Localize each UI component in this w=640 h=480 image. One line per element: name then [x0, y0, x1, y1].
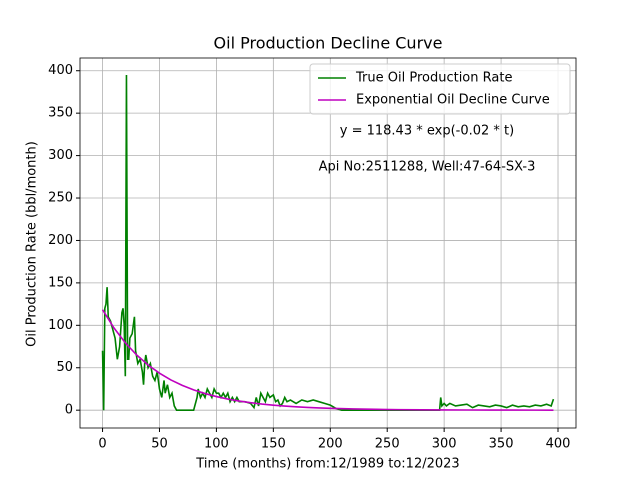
y-tick-label: 0: [65, 403, 73, 418]
y-axis-label: Oil Production Rate (bbl/month): [25, 141, 40, 347]
x-axis-label: Time (months) from:12/1989 to:12/2023: [195, 457, 459, 472]
x-tick-label: 50: [151, 437, 168, 452]
y-tick-label: 250: [48, 191, 73, 206]
y-tick-label: 400: [48, 63, 73, 78]
x-tick-label: 200: [318, 437, 343, 452]
x-tick-label: 350: [489, 437, 514, 452]
y-tick-label: 150: [48, 275, 73, 290]
plot-frame: [79, 57, 577, 429]
chart-title: Oil Production Decline Curve: [214, 34, 443, 53]
x-tick-label: 300: [432, 437, 457, 452]
x-tick-label: 100: [204, 437, 229, 452]
y-tick-label: 300: [48, 148, 73, 163]
legend-box: [309, 63, 571, 115]
y-tick-label: 50: [56, 360, 73, 375]
x-tick-label: 250: [375, 437, 400, 452]
y-tick-label: 200: [48, 233, 73, 248]
y-tick-label: 350: [48, 106, 73, 121]
x-tick-label: 0: [98, 437, 106, 452]
legend-label: True Oil Production Rate: [355, 71, 512, 86]
y-tick-label: 100: [48, 318, 73, 333]
x-tick-label: 400: [546, 437, 571, 452]
x-tick-label: 150: [261, 437, 286, 452]
annotation: Api No:2511288, Well:47-64-SX-3: [319, 160, 536, 175]
legend-label: Exponential Oil Decline Curve: [356, 93, 550, 108]
data-line: [101, 309, 554, 411]
annotation: y = 118.43 * exp(-0.02 * t): [340, 124, 514, 139]
